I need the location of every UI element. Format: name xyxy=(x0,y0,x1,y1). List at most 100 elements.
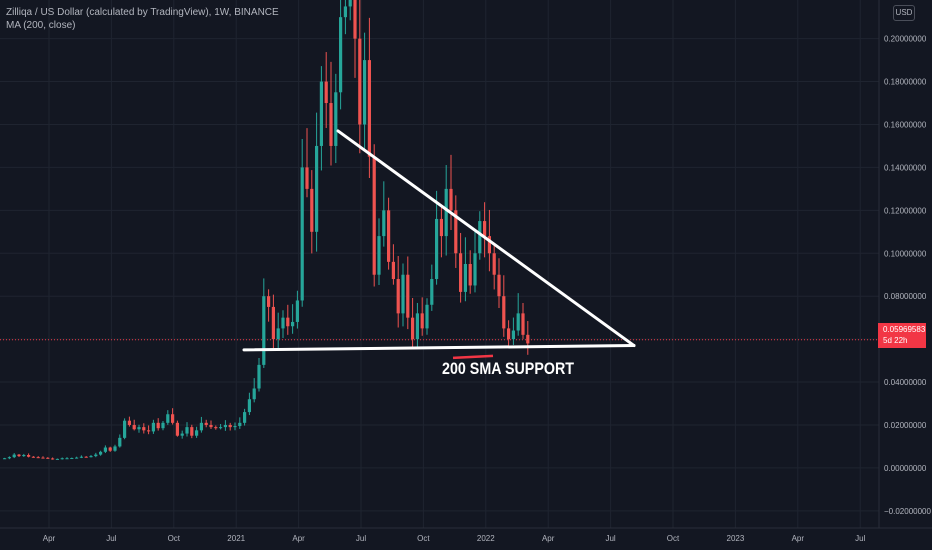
candle-body xyxy=(60,458,64,460)
price-tick-label: 0.10000000 xyxy=(884,249,927,258)
candle-body xyxy=(252,388,256,400)
candle-body xyxy=(329,103,333,146)
candle-body xyxy=(161,422,165,429)
price-tick-label: 0.14000000 xyxy=(884,163,927,172)
candle-body xyxy=(348,0,352,7)
candle-body xyxy=(108,447,112,451)
currency-button[interactable]: USD xyxy=(893,5,915,21)
candle-body xyxy=(425,304,429,329)
candle-body xyxy=(7,457,11,459)
candle-body xyxy=(526,334,530,344)
candle-body xyxy=(449,188,453,211)
price-tick-label: −0.02000000 xyxy=(884,507,931,516)
candle-body xyxy=(79,456,83,458)
candle-body xyxy=(511,330,515,340)
candle-body xyxy=(478,221,482,254)
drawing-overlays: 200 SMA SUPPORT xyxy=(242,129,636,378)
candle-body xyxy=(41,457,45,459)
candle-body xyxy=(483,221,487,237)
candle-body xyxy=(377,236,381,275)
candle-body xyxy=(199,422,203,431)
triangle-upper-trendline xyxy=(336,129,636,348)
candle-body xyxy=(166,414,170,423)
candle-body xyxy=(219,427,223,429)
candle-body xyxy=(367,60,371,157)
candle-body xyxy=(17,454,21,457)
price-tick-label: 0.20000000 xyxy=(884,35,927,44)
candle-body xyxy=(286,317,290,327)
candle-body xyxy=(51,458,55,460)
time-tick-label: 2023 xyxy=(727,534,745,543)
time-tick-label: 2021 xyxy=(227,534,245,543)
candle-body xyxy=(118,437,122,447)
time-tick-label: Oct xyxy=(417,534,430,543)
candle-body xyxy=(209,424,213,428)
candle-body xyxy=(382,210,386,237)
candle-body xyxy=(228,424,232,428)
candle-body xyxy=(420,313,424,329)
annotation-label: 200 SMA SUPPORT xyxy=(442,359,575,378)
price-tick-label: 0.16000000 xyxy=(884,120,927,129)
candle-body xyxy=(521,313,525,335)
last-price-value: 0.05969583 xyxy=(883,325,926,334)
candle-body xyxy=(454,210,458,254)
price-tick-label: 0.02000000 xyxy=(884,421,927,430)
candle-body xyxy=(151,422,155,432)
chart-grid xyxy=(0,0,879,528)
candle-body xyxy=(516,313,520,331)
time-tick-label: Apr xyxy=(43,534,56,543)
candle-body xyxy=(46,457,50,459)
candle-body xyxy=(238,422,242,427)
time-tick-label: Oct xyxy=(168,534,181,543)
candle-body xyxy=(401,274,405,314)
time-tick-label: Apr xyxy=(292,534,305,543)
time-tick-label: Apr xyxy=(542,534,555,543)
candle-body xyxy=(84,456,88,458)
support-underline-marker xyxy=(452,354,494,360)
price-tick-label: 0.12000000 xyxy=(884,206,927,215)
candle-body xyxy=(334,92,338,146)
support-trendline xyxy=(242,344,636,352)
candle-body xyxy=(343,6,347,18)
candle-body xyxy=(267,296,271,307)
time-tick-label: Jul xyxy=(106,534,116,543)
candle-body xyxy=(94,454,98,457)
candle-body xyxy=(223,424,227,428)
candle-body xyxy=(137,427,141,430)
candle-body xyxy=(99,451,103,455)
price-tick-label: 0.04000000 xyxy=(884,378,927,387)
candle-body xyxy=(103,447,107,452)
candle-body xyxy=(147,430,151,432)
time-tick-label: Jul xyxy=(855,534,865,543)
candle-body xyxy=(300,167,304,301)
candle-body xyxy=(171,414,175,423)
candle-body xyxy=(459,253,463,292)
price-tick-label: 0.08000000 xyxy=(884,292,927,301)
candle-body xyxy=(339,17,343,93)
candle-body xyxy=(204,422,208,425)
candle-body xyxy=(276,328,280,340)
symbol-title: Zilliqa / US Dollar (calculated by Tradi… xyxy=(6,7,279,18)
candle-body xyxy=(430,279,434,305)
candle-body xyxy=(195,430,199,436)
candle-body xyxy=(132,424,136,430)
candle-body xyxy=(156,422,160,429)
candle-body xyxy=(281,317,285,329)
candle-body xyxy=(502,296,506,329)
candle-body xyxy=(372,156,376,275)
candle-body xyxy=(175,422,179,436)
candle-body xyxy=(291,321,295,327)
price-tick-label: 0.00000000 xyxy=(884,464,927,473)
candle-body xyxy=(65,458,69,460)
candle-body xyxy=(257,364,261,389)
candle-body xyxy=(411,317,415,340)
candle-body xyxy=(55,458,59,460)
candle-body xyxy=(468,264,472,286)
candle-body xyxy=(396,279,400,314)
candle-body xyxy=(123,420,127,438)
price-axis: 0.20000000 0.18000000 0.16000000 0.14000000… xyxy=(884,35,931,516)
candle-body xyxy=(444,188,448,237)
candle-body xyxy=(439,218,443,237)
candle-body xyxy=(387,210,391,262)
